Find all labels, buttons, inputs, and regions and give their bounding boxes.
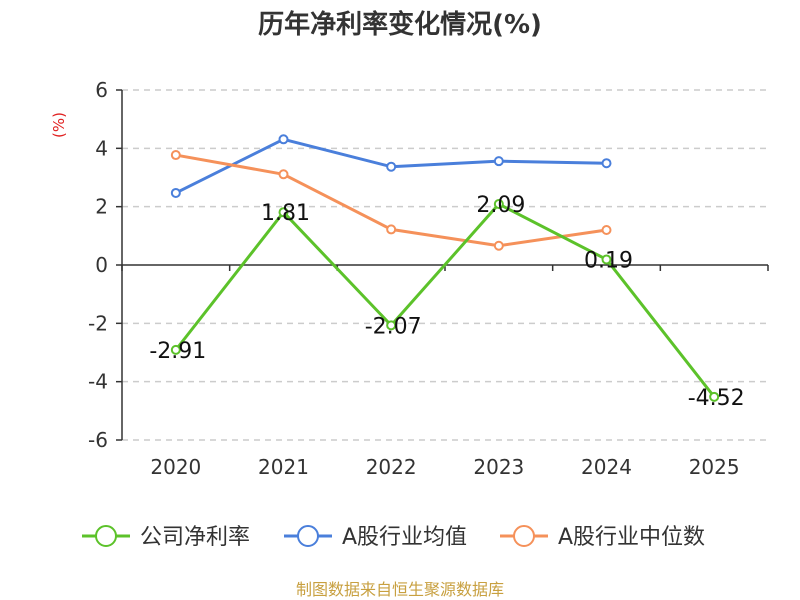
legend-item[interactable]: 公司净利率 [82, 525, 250, 550]
data-label: -2.91 [149, 339, 206, 364]
data-point [278, 207, 289, 218]
y-tick-label: 6 [95, 78, 108, 102]
y-tick-label: -6 [88, 428, 108, 452]
legend-marker-icon [513, 525, 535, 547]
data-point [493, 156, 504, 167]
data-point [170, 150, 181, 161]
legend-label: A股行业中位数 [558, 525, 705, 550]
series-layer [170, 134, 720, 402]
x-tick-label: 2021 [258, 455, 309, 479]
legend-item[interactable]: A股行业中位数 [500, 525, 705, 550]
legend-marker-icon [95, 525, 117, 547]
legend: 公司净利率 A股行业均值 A股行业中位数 [82, 525, 705, 550]
data-point [278, 169, 289, 180]
data-point [386, 224, 397, 235]
y-tick-label: 0 [95, 253, 108, 277]
x-tick-label: 2024 [581, 455, 632, 479]
x-tick-label: 2020 [150, 455, 201, 479]
data-label: -4.52 [688, 386, 745, 411]
series-1 [170, 134, 612, 198]
data-point [170, 344, 181, 355]
data-point [170, 187, 181, 198]
y-tick-label: 2 [95, 195, 108, 219]
y-tick-label: -4 [88, 370, 108, 394]
data-point [601, 254, 612, 265]
data-point [278, 134, 289, 145]
data-point [493, 199, 504, 210]
data-labels: -2.91 1.81 -2.07 2.09 0.19 -4.52 [149, 193, 744, 411]
data-point [386, 320, 397, 331]
series-2 [170, 150, 612, 251]
legend-marker-icon [297, 525, 319, 547]
data-point [601, 225, 612, 235]
x-tick-label: 2023 [473, 455, 524, 479]
chart-title: 历年净利率变化情况(%) [258, 9, 542, 40]
legend-item[interactable]: A股行业均值 [284, 525, 467, 550]
data-point [386, 161, 397, 172]
data-label: -2.07 [365, 314, 422, 339]
data-point [709, 391, 720, 402]
data-label: 2.09 [476, 193, 525, 218]
series-line [174, 202, 716, 398]
data-point [493, 240, 504, 251]
gridlines [122, 89, 768, 441]
series-0 [170, 199, 720, 402]
y-tick-label: -2 [88, 311, 108, 335]
axes: 6 4 2 0 -2 -4 -6 2020 2021 2022 2023 2024 2025 [88, 78, 769, 479]
y-tick-label: 4 [95, 136, 108, 160]
legend-label: 公司净利率 [140, 525, 250, 550]
data-label: 1.81 [261, 201, 310, 226]
data-label: 0.19 [584, 248, 633, 273]
source-note: 制图数据来自恒生聚源数据库 [296, 580, 504, 599]
x-tick-label: 2022 [366, 455, 417, 479]
legend-label: A股行业均值 [342, 525, 467, 550]
data-point [601, 158, 612, 169]
y-axis-label: (%) [50, 112, 68, 138]
x-tick-label: 2025 [689, 455, 740, 479]
